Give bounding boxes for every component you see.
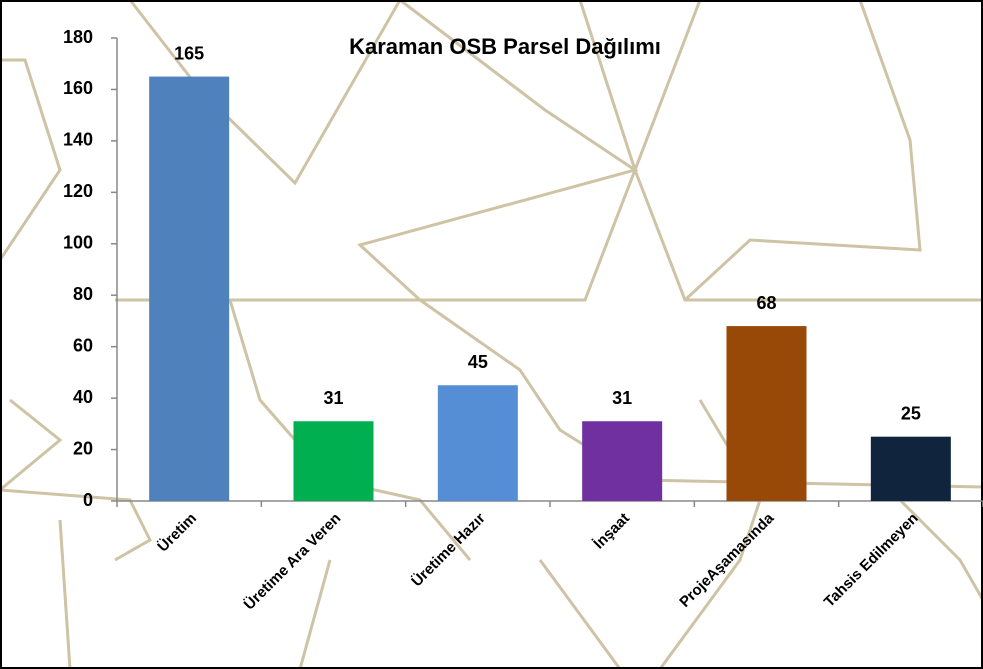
x-tick-label: Tahsis Edilmeyen [821,510,922,611]
y-tick-label: 160 [63,78,93,98]
x-tick-label: Üretim [154,510,200,556]
y-tick-label: 0 [83,490,93,510]
y-tick-label: 120 [63,181,93,201]
bar [293,421,374,501]
bar [726,326,807,501]
y-tick-label: 20 [73,438,93,458]
value-label: 31 [323,388,343,408]
value-label: 165 [174,43,204,63]
bar [437,385,518,501]
y-tick-label: 100 [63,233,93,253]
y-tick-label: 180 [63,27,93,47]
bar [582,421,663,501]
bar [870,436,951,501]
x-tick-label: İnşaat [590,510,633,553]
value-label: 45 [468,352,488,372]
value-label: 25 [901,403,921,423]
y-tick-label: 40 [73,387,93,407]
value-label: 68 [756,293,776,313]
bar [149,76,230,501]
y-tick-label: 60 [73,335,93,355]
value-label: 31 [612,388,632,408]
chart-title: Karaman OSB Parsel Dağılımı [349,34,661,59]
y-tick-label: 140 [63,130,93,150]
x-tick-label: ProjeAşamasında [676,509,778,611]
y-tick-label: 80 [73,284,93,304]
x-tick-label: Üretime Hazır [408,510,489,591]
